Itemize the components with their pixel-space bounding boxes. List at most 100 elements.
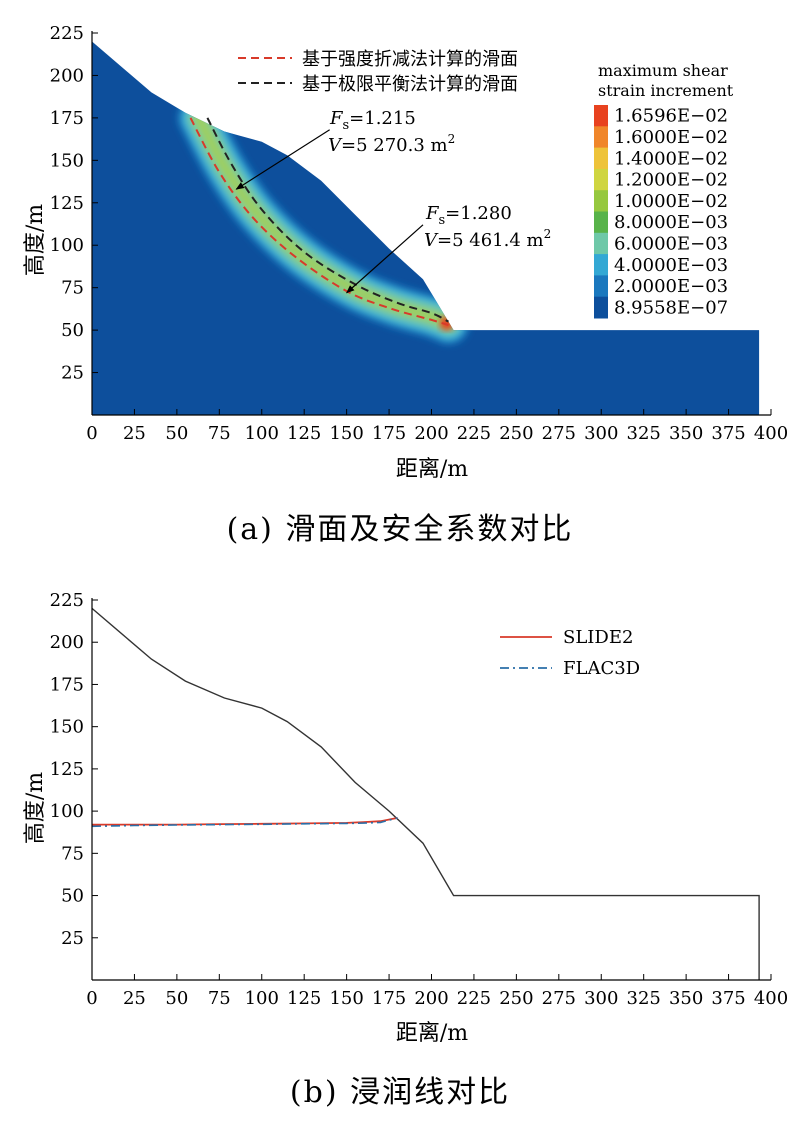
x-tick-label: 125 xyxy=(287,423,321,444)
y-tick-label: 225 xyxy=(50,23,84,44)
x-tick-label: 275 xyxy=(542,988,576,1009)
colorbar-level-label: 1.6000E−02 xyxy=(614,127,728,148)
safety-factor-label: Fs=1.215 xyxy=(329,108,416,133)
colorbar-level-label: 8.0000E−03 xyxy=(614,212,728,233)
annotation-arrow xyxy=(345,224,424,294)
legend-entry: 基于强度折减法计算的滑面 xyxy=(302,49,518,70)
strain-band xyxy=(176,95,471,346)
colorbar-swatch xyxy=(594,275,608,298)
colorbar-swatch xyxy=(594,211,608,234)
y-tick-label: 175 xyxy=(50,108,84,129)
y-tick-label: 225 xyxy=(50,590,84,611)
x-tick-label: 50 xyxy=(165,423,188,444)
x-tick-label: 175 xyxy=(372,423,406,444)
x-tick-label: 150 xyxy=(329,423,363,444)
y-tick-label: 50 xyxy=(61,886,84,907)
x-tick-label: 200 xyxy=(414,988,448,1009)
x-tick-label: 0 xyxy=(86,423,97,444)
y-tick-label: 175 xyxy=(50,674,84,695)
colorbar-level-label: 1.4000E−02 xyxy=(614,148,728,169)
strain-field xyxy=(92,41,760,415)
slide-volume-label: V=5 270.3 m2 xyxy=(328,132,455,156)
y-tick-label: 100 xyxy=(50,235,84,256)
colorbar-swatch xyxy=(594,168,608,191)
colorbar-level-label: 2.0000E−03 xyxy=(614,276,728,297)
safety-factor-label: Fs=1.280 xyxy=(425,203,512,228)
colorbar-level-label: 1.0000E−02 xyxy=(614,191,728,212)
legend-entry: 基于极限平衡法计算的滑面 xyxy=(302,74,518,95)
y-tick-label: 200 xyxy=(50,632,84,653)
slip-surface-line xyxy=(206,117,449,323)
x-tick-label: 150 xyxy=(329,988,363,1009)
phreatic-line xyxy=(91,817,398,828)
x-tick-label: 200 xyxy=(414,423,448,444)
legend-entry: FLAC3D xyxy=(563,658,640,679)
colorbar-swatch xyxy=(594,296,608,319)
y-tick-label: 100 xyxy=(50,801,84,822)
y-tick-label: 75 xyxy=(61,278,84,299)
x-tick-label: 75 xyxy=(208,988,231,1009)
x-tick-label: 25 xyxy=(123,988,146,1009)
y-tick-label: 150 xyxy=(50,717,84,738)
panel-b-legend: SLIDE2 FLAC3D xyxy=(500,627,640,679)
x-tick-label: 100 xyxy=(245,423,279,444)
x-tick-label: 50 xyxy=(165,988,188,1009)
slip-surface-line xyxy=(189,117,449,326)
annotation-arrow xyxy=(235,129,330,190)
colorbar-level-label: 1.2000E−02 xyxy=(614,170,728,191)
x-tick-label: 375 xyxy=(711,423,745,444)
slip-surfaces xyxy=(189,117,449,326)
y-tick-label: 25 xyxy=(61,928,84,949)
x-tick-label: 275 xyxy=(542,423,576,444)
slide-volume-label: V=5 461.4 m2 xyxy=(424,227,551,251)
x-tick-label: 0 xyxy=(86,988,97,1009)
x-tick-label: 225 xyxy=(457,423,491,444)
panel-a-x-axis-label: 距离/m xyxy=(396,457,468,482)
x-tick-label: 300 xyxy=(584,423,618,444)
y-tick-label: 25 xyxy=(61,363,84,384)
y-tick-label: 75 xyxy=(61,843,84,864)
colorbar-swatch xyxy=(594,232,608,255)
y-tick-label: 200 xyxy=(50,65,84,86)
x-tick-label: 25 xyxy=(123,423,146,444)
x-tick-label: 125 xyxy=(287,988,321,1009)
colorbar-swatch xyxy=(594,126,608,149)
colorbar-title: strain increment xyxy=(598,81,734,100)
y-tick-label: 50 xyxy=(61,320,84,341)
colorbar-title: maximum shear xyxy=(598,61,728,80)
x-tick-label: 225 xyxy=(457,988,491,1009)
slope-body xyxy=(92,41,760,415)
panel-a-y-axis-label: 高度/m xyxy=(23,204,48,276)
colorbar-swatch xyxy=(594,105,608,127)
x-tick-label: 250 xyxy=(499,988,533,1009)
panel-b-y-axis-label: 高度/m xyxy=(23,772,48,844)
x-tick-label: 250 xyxy=(499,423,533,444)
strain-contour xyxy=(192,111,455,330)
phreatic-line xyxy=(92,817,398,826)
x-tick-label: 400 xyxy=(754,988,788,1009)
x-tick-label: 75 xyxy=(208,423,231,444)
panel-b-axes: 0 25 50 75 100 125 150 175 200 225 250 275 300 325 350… xyxy=(50,590,789,1009)
legend-entry: SLIDE2 xyxy=(563,627,633,648)
colorbar-level-label: 6.0000E−03 xyxy=(614,233,728,254)
x-tick-label: 175 xyxy=(372,988,406,1009)
panel-a-axes: 0 25 50 75 100 125 150 175 200 225 250 275 300 325 350… xyxy=(50,23,789,444)
x-tick-label: 350 xyxy=(669,423,703,444)
colorbar-level-label: 8.9558E−07 xyxy=(614,297,728,318)
x-tick-label: 325 xyxy=(627,988,661,1009)
x-tick-label: 300 xyxy=(584,988,618,1009)
colorbar-level-label: 4.0000E−03 xyxy=(614,255,728,276)
y-tick-label: 125 xyxy=(50,193,84,214)
panel-b-chart: 0 25 50 75 100 125 150 175 200 225 250 275 300 325 350… xyxy=(23,590,788,1110)
panel-b-x-axis-label: 距离/m xyxy=(396,1021,468,1046)
x-tick-label: 325 xyxy=(627,423,661,444)
y-tick-label: 150 xyxy=(50,150,84,171)
colorbar-swatch xyxy=(594,254,608,276)
colorbar-swatch xyxy=(594,190,608,212)
panel-b-plot-area xyxy=(91,607,760,980)
panel-a-caption: (a) 滑面及安全系数对比 xyxy=(227,512,574,547)
